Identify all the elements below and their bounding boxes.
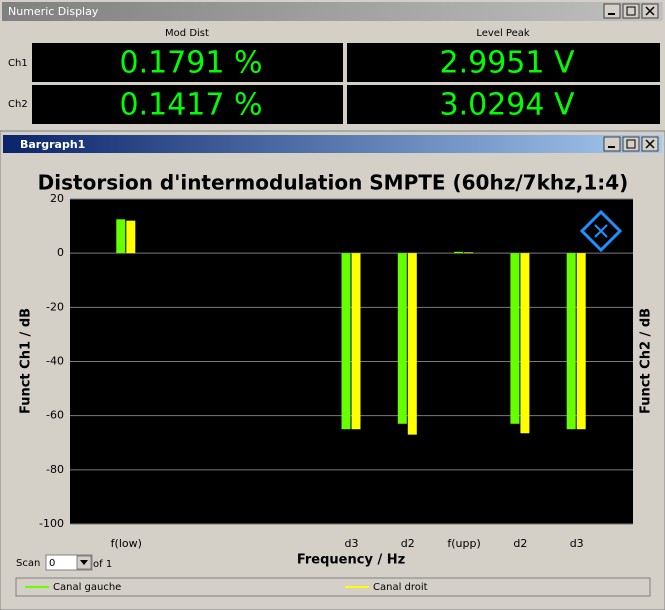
display-cell [347,43,660,82]
legend [15,577,651,597]
y-tick-label: -40 [46,355,64,368]
x-tick-label: d3 [570,537,584,550]
title-bar [3,135,662,153]
window-button[interactable] [603,3,621,19]
x-tick-label: d2 [513,537,527,550]
chart-title: Distorsion d'intermodulation SMPTE (60hz… [38,171,629,195]
display-cell [32,85,343,124]
button-icon [626,6,636,16]
legend-label: Canal gauche [53,582,121,593]
y-tick-label: 0 [57,246,64,259]
display-value: 0.1791 % [119,46,262,81]
row-label: Ch1 [8,58,28,69]
bar [116,219,126,254]
column-header: Mod Dist [165,28,209,39]
bar [520,253,530,434]
logo [579,209,623,253]
display-value: 0.1417 % [119,88,262,123]
bar [341,253,351,430]
y-tick-label: 20 [50,192,64,205]
button-icon [645,6,655,16]
row-label: Ch2 [8,99,28,110]
bar [126,220,136,254]
y-axis-label: Funct Ch1 / dB [19,308,34,414]
legend-label: Canal droit [373,582,428,593]
dropdown-arrow [80,560,88,565]
window-button[interactable] [622,136,640,152]
x-tick-label: d3 [345,537,359,550]
bar [464,252,474,254]
scan-of: of 1 [93,559,112,570]
bar [510,253,520,424]
y-tick-label: -80 [46,463,64,476]
bar [454,251,464,254]
y-tick-label: -100 [39,517,64,530]
display-cell [347,85,660,124]
window-title: Bargraph1 [20,138,85,151]
bar [407,253,417,435]
display-cell [32,43,343,82]
y-tick-label: -60 [46,409,64,422]
display-value: 3.0294 V [439,88,575,123]
y2-axis-label: Funct Ch2 / dB [639,308,654,414]
scan-label: Scan [16,558,40,569]
display-value: 2.9951 V [439,46,575,81]
x-tick-label: f(upp) [447,537,480,550]
scan-value: 0 [49,558,55,569]
button-icon [626,139,636,149]
bar [576,253,586,430]
bar [397,253,407,424]
bar [351,253,361,430]
y-tick-label: -20 [46,300,64,313]
column-header: Level Peak [476,28,530,39]
x-axis-label: Frequency / Hz [297,553,405,568]
title-bar [2,2,663,21]
x-tick-label: f(low) [111,537,142,550]
window-title: Numeric Display [8,5,99,18]
button-icon [645,139,655,149]
window-button[interactable] [622,3,640,19]
bar [566,253,576,430]
x-tick-label: d2 [401,537,415,550]
window-button[interactable] [603,136,621,152]
